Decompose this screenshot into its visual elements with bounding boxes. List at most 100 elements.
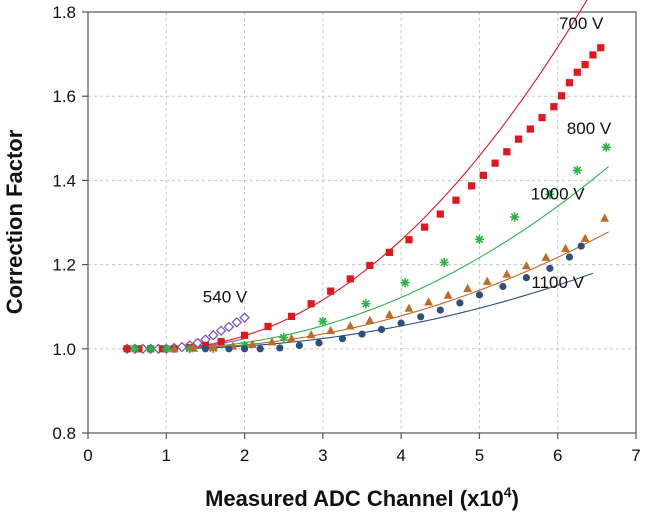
data-point (526, 125, 534, 133)
data-point (404, 303, 414, 312)
y-tick-label: 0.8 (52, 424, 76, 443)
data-point (327, 287, 335, 295)
fit-curve (197, 272, 594, 349)
data-point (452, 196, 460, 204)
data-point (573, 68, 581, 76)
data-point (581, 61, 589, 69)
series-label: 1000 V (531, 184, 586, 203)
data-point (600, 213, 610, 222)
data-point (565, 79, 574, 87)
data-point (405, 236, 413, 244)
data-point (231, 316, 243, 328)
x-tick-label: 4 (396, 446, 405, 465)
data-point (264, 322, 272, 331)
grid-layer (88, 12, 636, 433)
data-point (295, 341, 303, 350)
data-point (361, 299, 371, 309)
data-point (475, 291, 484, 299)
data-point (510, 212, 520, 222)
data-point (279, 332, 289, 343)
data-point (597, 44, 605, 52)
data-point (456, 299, 464, 307)
x-tick-label: 1 (162, 446, 171, 465)
data-point (538, 114, 546, 122)
data-point (572, 165, 582, 175)
data-point (443, 290, 453, 299)
y-tick-label: 1.4 (52, 171, 76, 190)
data-point (130, 344, 140, 354)
data-point (545, 189, 555, 199)
data-point (287, 312, 296, 320)
series-label: 700 V (559, 14, 604, 33)
x-tick-label: 7 (631, 446, 640, 465)
data-point (189, 343, 199, 352)
data-point (400, 278, 410, 288)
data-point (366, 261, 374, 270)
data-point (522, 274, 531, 282)
data-point (377, 325, 386, 334)
data-point (482, 276, 492, 285)
data-point (417, 313, 425, 321)
x-tick-label: 6 (553, 446, 562, 465)
data-point (561, 243, 570, 253)
x-tick-label: 3 (318, 446, 327, 465)
x-tick-label: 2 (240, 446, 249, 465)
data-point (385, 309, 394, 319)
data-point (307, 300, 315, 308)
data-point (256, 345, 264, 353)
data-point (436, 210, 444, 218)
data-point (225, 345, 233, 353)
data-point (565, 253, 574, 261)
series-label: 540 V (203, 287, 248, 306)
data-point (346, 275, 354, 283)
fit-curve (127, 0, 588, 350)
y-tick-label: 1.0 (52, 340, 76, 359)
y-tick-label: 1.8 (52, 3, 76, 22)
data-point (239, 312, 250, 323)
data-point (267, 337, 277, 346)
data-point (397, 319, 405, 327)
series-label-layer: 540 V 700 V 800 V 1000 V 1100 V (203, 14, 612, 307)
data-point (503, 148, 511, 156)
data-point (306, 330, 316, 339)
data-point (315, 339, 323, 347)
data-point (550, 103, 558, 111)
data-point (161, 344, 171, 354)
data-point (207, 330, 219, 341)
y-axis-title: Correction Factor (2, 129, 27, 314)
data-point (146, 344, 156, 354)
data-point (436, 306, 444, 314)
data-point (439, 257, 449, 268)
data-point (123, 345, 131, 353)
data-point (326, 325, 336, 335)
data-point (479, 171, 487, 179)
data-point (287, 333, 296, 343)
data-point (215, 325, 227, 337)
data-point (217, 338, 225, 346)
data-point (338, 335, 347, 343)
x-tick-label: 0 (83, 446, 92, 465)
data-point (169, 344, 179, 353)
tick-layer: 0 1 2 3 4 5 6 7 0.8 1.0 1.2 1.4 1.6 1.8 (52, 3, 640, 465)
data-point (385, 248, 393, 256)
data-point (541, 252, 551, 261)
data-point (208, 342, 218, 351)
data-point (514, 135, 523, 143)
data-point (546, 264, 554, 272)
data-point (365, 315, 375, 324)
data-point (201, 345, 210, 353)
series-label: 1100 V (531, 273, 584, 292)
y-tick-label: 1.2 (52, 256, 76, 275)
y-tick-label: 1.6 (52, 87, 76, 106)
data-point (491, 159, 499, 167)
data-point (276, 344, 284, 352)
fit-curve-layer (127, 0, 609, 350)
data-point (248, 339, 257, 348)
data-point (192, 337, 203, 349)
data-point (468, 182, 476, 190)
plot-frame (87, 11, 637, 434)
data-point (421, 223, 429, 231)
data-point (240, 345, 249, 353)
